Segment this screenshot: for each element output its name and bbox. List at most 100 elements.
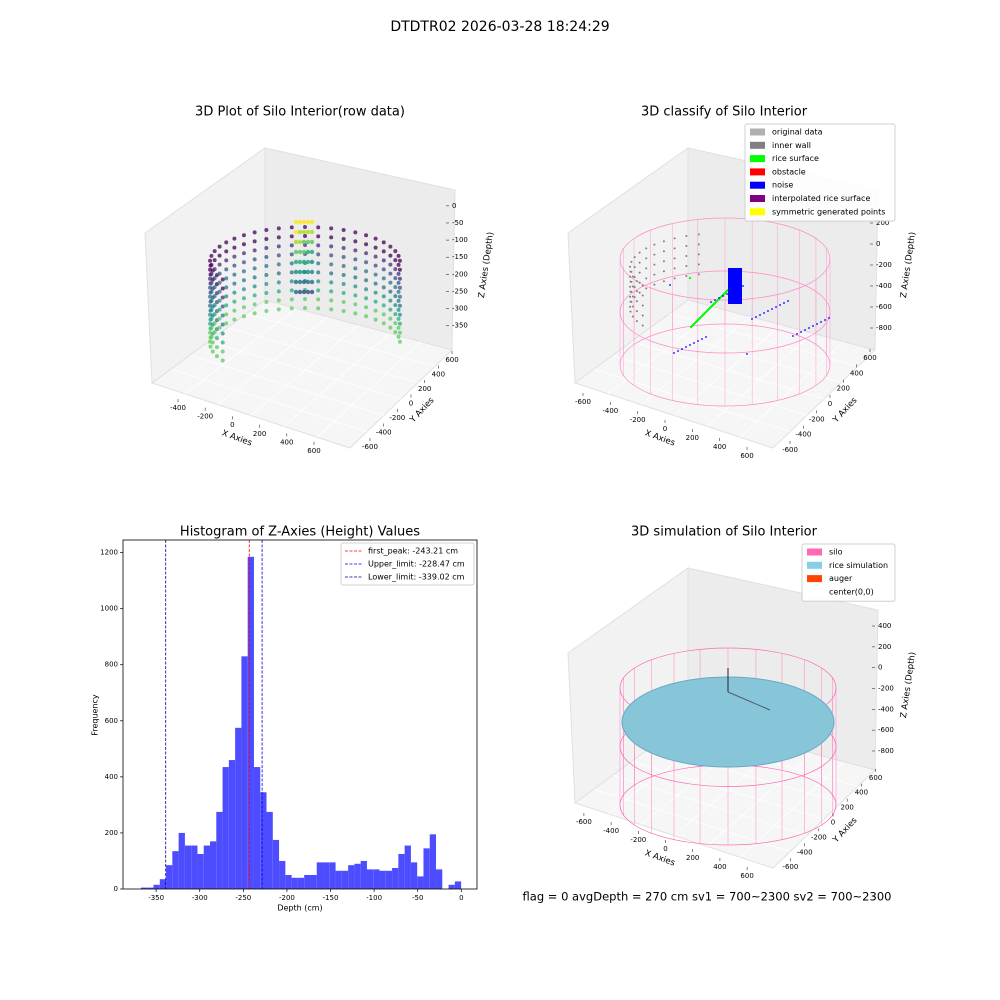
bar [253, 767, 261, 889]
point [329, 244, 334, 249]
point [381, 312, 386, 317]
point [373, 263, 378, 268]
point [264, 264, 269, 269]
bar [323, 862, 330, 889]
point [217, 307, 222, 312]
point [316, 225, 321, 230]
point [309, 249, 315, 255]
point [353, 239, 358, 244]
legend-label: interpolated rice surface [772, 194, 870, 203]
point [220, 358, 225, 363]
point [629, 265, 632, 268]
point [220, 304, 225, 309]
point [232, 290, 237, 295]
point [241, 296, 246, 301]
point [645, 247, 648, 250]
point [689, 344, 691, 346]
legend-swatch [807, 575, 822, 583]
point [800, 331, 802, 333]
point [396, 253, 401, 258]
bar [448, 884, 455, 889]
point [232, 245, 237, 250]
point [309, 259, 315, 265]
point [305, 279, 311, 285]
point [364, 296, 369, 301]
point [662, 250, 665, 253]
x-tick-label: -600 [575, 398, 591, 406]
point [220, 349, 225, 354]
z-tick-label: -200 [878, 685, 894, 693]
y-tick-label: -600 [782, 446, 798, 454]
x-tick-label: 600 [740, 452, 753, 460]
point [293, 229, 299, 235]
point [373, 299, 378, 304]
point [293, 279, 299, 285]
auger [727, 691, 771, 711]
point [705, 309, 709, 313]
point [373, 317, 378, 322]
point [364, 314, 369, 319]
point [301, 269, 307, 275]
point [697, 233, 700, 236]
point [276, 289, 281, 294]
point [224, 258, 229, 263]
point [388, 325, 393, 330]
x-tick-label: -150 [323, 894, 339, 902]
point [212, 294, 217, 299]
point [633, 276, 636, 279]
point [701, 313, 705, 317]
point [388, 298, 393, 303]
point [645, 257, 648, 260]
point [329, 280, 334, 285]
legend-swatch [750, 181, 765, 189]
point [641, 284, 644, 287]
point [232, 299, 237, 304]
point [645, 287, 648, 290]
y-tick-label: -200 [811, 833, 827, 841]
point [241, 269, 246, 274]
point [630, 270, 633, 273]
point [289, 225, 294, 230]
point [316, 297, 321, 302]
y-tick-label: 400 [105, 773, 118, 781]
z-tick-label: -200 [452, 270, 468, 278]
bar [398, 853, 405, 889]
point [209, 289, 214, 294]
z-tick-label: -600 [876, 303, 892, 311]
point [746, 353, 748, 355]
bar [184, 845, 192, 889]
bar [159, 879, 167, 889]
point [397, 267, 402, 272]
legend-label: inner wall [772, 141, 811, 150]
x-tick-label: -100 [366, 894, 382, 902]
point [710, 304, 714, 308]
point [353, 293, 358, 298]
bar [216, 811, 223, 889]
point [688, 276, 692, 280]
bar [147, 887, 154, 889]
point [673, 257, 676, 260]
point [662, 280, 665, 283]
point [681, 348, 683, 350]
point [297, 279, 303, 285]
point [353, 302, 358, 307]
point [276, 226, 281, 231]
point [212, 330, 217, 335]
point [303, 306, 307, 310]
point [209, 253, 214, 258]
point [309, 229, 315, 235]
point [252, 266, 257, 271]
point [232, 236, 237, 241]
z-tick-label: 200 [878, 643, 891, 651]
point [816, 323, 818, 325]
x-tick-label: 0 [459, 894, 463, 902]
point [692, 322, 696, 326]
point [329, 226, 334, 231]
point [388, 316, 393, 321]
point [305, 249, 311, 255]
point [393, 303, 398, 308]
x-tick-label: -200 [279, 894, 295, 902]
point [316, 288, 321, 293]
suptitle: DTDTR02 2026-03-28 18:24:29 [390, 19, 609, 35]
point [252, 230, 257, 235]
